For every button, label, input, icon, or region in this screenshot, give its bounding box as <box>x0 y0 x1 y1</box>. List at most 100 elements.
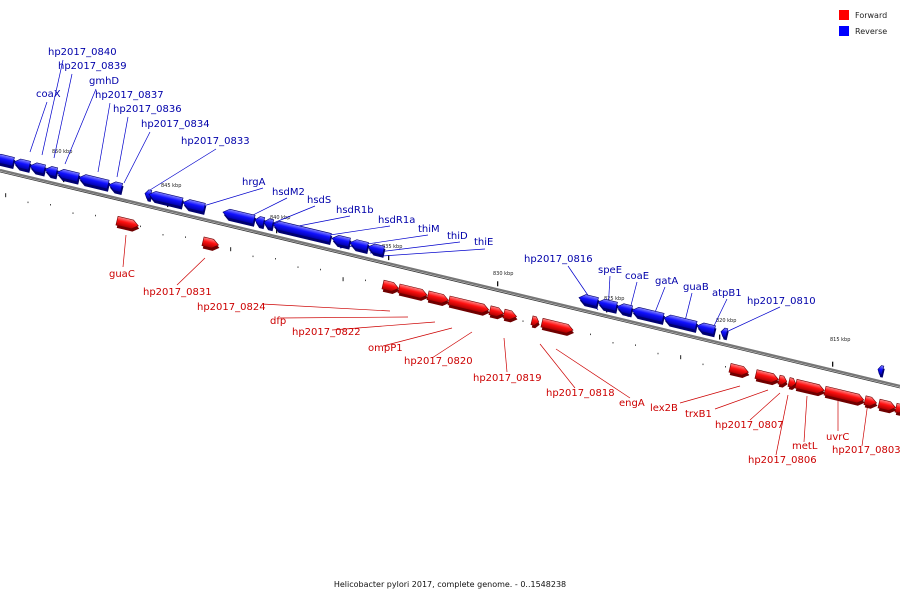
reverse-gene-block[interactable] <box>107 180 124 195</box>
gene-label-hp2017-0819: hp2017_0819 <box>473 373 542 384</box>
leader-line <box>97 102 111 173</box>
minor-tick <box>320 268 321 271</box>
reverse-gene-block[interactable] <box>330 234 352 250</box>
leader-line <box>749 392 781 421</box>
leader-line <box>503 337 508 373</box>
gene-label-engA: engA <box>619 398 645 409</box>
minor-tick <box>612 342 614 344</box>
leader-lines <box>29 59 869 456</box>
legend-reverse-swatch <box>839 26 849 36</box>
minor-tick <box>342 277 344 282</box>
forward-gene-block[interactable] <box>794 378 826 397</box>
tick-label: 825 kbp <box>604 296 624 302</box>
minor-tick <box>275 258 276 260</box>
tick-label: 835 kbp <box>382 244 402 250</box>
minor-tick <box>297 266 299 268</box>
forward-gene-block[interactable] <box>540 317 575 337</box>
reverse-gene-block[interactable] <box>0 153 16 169</box>
gene-body <box>720 327 729 338</box>
forward-gene-block[interactable] <box>381 279 401 295</box>
gene-body <box>108 181 124 193</box>
gene-label-hp2017-0806: hp2017_0806 <box>748 455 817 466</box>
reverse-gene-block[interactable] <box>43 165 59 180</box>
forward-gene-block[interactable] <box>502 308 519 324</box>
reverse-gene-block[interactable] <box>77 173 111 192</box>
reverse-gene-block[interactable] <box>719 327 729 341</box>
reverse-gene-block[interactable] <box>12 158 32 173</box>
reverse-gene-block[interactable] <box>596 298 619 314</box>
forward-gene-block[interactable] <box>863 395 879 410</box>
forward-gene-block[interactable] <box>488 305 506 321</box>
gene-body <box>144 189 153 200</box>
reverse-gene-block[interactable] <box>348 238 370 254</box>
tick-label: 840 kbp <box>270 215 290 221</box>
gene-label-guaB: guaB <box>683 282 709 293</box>
gene-body <box>631 307 665 323</box>
reverse-gene-block[interactable] <box>577 293 600 310</box>
gene-label-hp2017-0807: hp2017_0807 <box>715 420 784 431</box>
forward-gene-block[interactable] <box>115 215 141 233</box>
gene-label-hsdR1a: hsdR1a <box>378 215 415 226</box>
leader-line <box>369 241 461 254</box>
scale-labels: 850 kbp 845 kbp 840 kbp 835 kbp 830 kbp … <box>52 149 850 343</box>
gene-body <box>597 298 618 312</box>
forward-gene-block[interactable] <box>426 290 451 307</box>
forward-gene-block[interactable] <box>823 385 866 407</box>
leader-line <box>279 316 409 319</box>
leader-line <box>679 385 741 404</box>
forward-gene-block[interactable] <box>201 236 221 252</box>
forward-gene-block[interactable] <box>787 377 798 391</box>
reverse-gene-block[interactable] <box>271 220 333 246</box>
forward-gene-block[interactable] <box>877 398 898 414</box>
minor-tick <box>230 247 232 252</box>
forward-gene-block[interactable] <box>397 283 429 302</box>
gene-body <box>728 363 749 376</box>
tick-label: 845 kbp <box>161 183 181 189</box>
forward-gene-block[interactable] <box>777 374 789 388</box>
gene-body <box>863 395 878 407</box>
gene-body <box>272 220 332 243</box>
gene-body <box>78 174 110 190</box>
gene-label-hp2017-0818: hp2017_0818 <box>546 388 615 399</box>
legend-reverse-label: Reverse <box>855 27 887 36</box>
minor-tick <box>702 363 704 366</box>
tick-label: 815 kbp <box>830 337 850 343</box>
minor-tick <box>185 236 186 238</box>
forward-gene-block[interactable] <box>447 295 491 317</box>
gene-label-guaC: guaC <box>109 269 135 280</box>
leader-line <box>199 187 264 208</box>
reverse-gene-block[interactable] <box>253 215 266 230</box>
reverse-gene-block[interactable] <box>695 322 717 338</box>
reverse-gene-block[interactable] <box>630 306 665 325</box>
minor-tick <box>635 344 636 346</box>
reverse-gene-block[interactable] <box>366 243 386 258</box>
major-tick <box>832 361 834 367</box>
reverse-gene-block[interactable] <box>147 190 184 210</box>
reverse-gene-block[interactable] <box>262 218 275 232</box>
leader-line <box>176 257 206 286</box>
gene-body <box>696 322 716 335</box>
reverse-gene-block[interactable] <box>28 161 47 177</box>
reverse-gene-block[interactable] <box>181 198 207 215</box>
forward-gene-block[interactable] <box>728 363 751 379</box>
gene-body <box>663 314 698 331</box>
legend-forward-label: Forward <box>855 11 887 20</box>
gene-body <box>877 398 896 411</box>
forward-gene-labels: guaC hp2017_0831 hp2017_0824 dfp hp2017_… <box>109 269 900 466</box>
reverse-gene-block[interactable] <box>876 365 885 378</box>
reverse-gene-block[interactable] <box>221 208 256 227</box>
forward-gene-block[interactable] <box>530 315 541 329</box>
reverse-gene-block[interactable] <box>615 302 634 318</box>
forward-gene-block[interactable] <box>894 402 900 416</box>
forward-gene-block[interactable] <box>754 369 781 387</box>
leader-line <box>723 306 781 334</box>
gene-body <box>201 236 219 249</box>
genome-caption: Helicobacter pylori 2017, complete genom… <box>334 580 566 589</box>
leader-line <box>555 348 631 399</box>
gene-label-hp2017-0840: hp2017_0840 <box>48 47 117 58</box>
reverse-gene-block[interactable] <box>662 314 698 333</box>
gene-label-coaE: coaE <box>625 271 649 282</box>
reverse-gene-block[interactable] <box>55 168 81 185</box>
gene-body <box>367 243 385 256</box>
gene-body <box>56 169 80 183</box>
